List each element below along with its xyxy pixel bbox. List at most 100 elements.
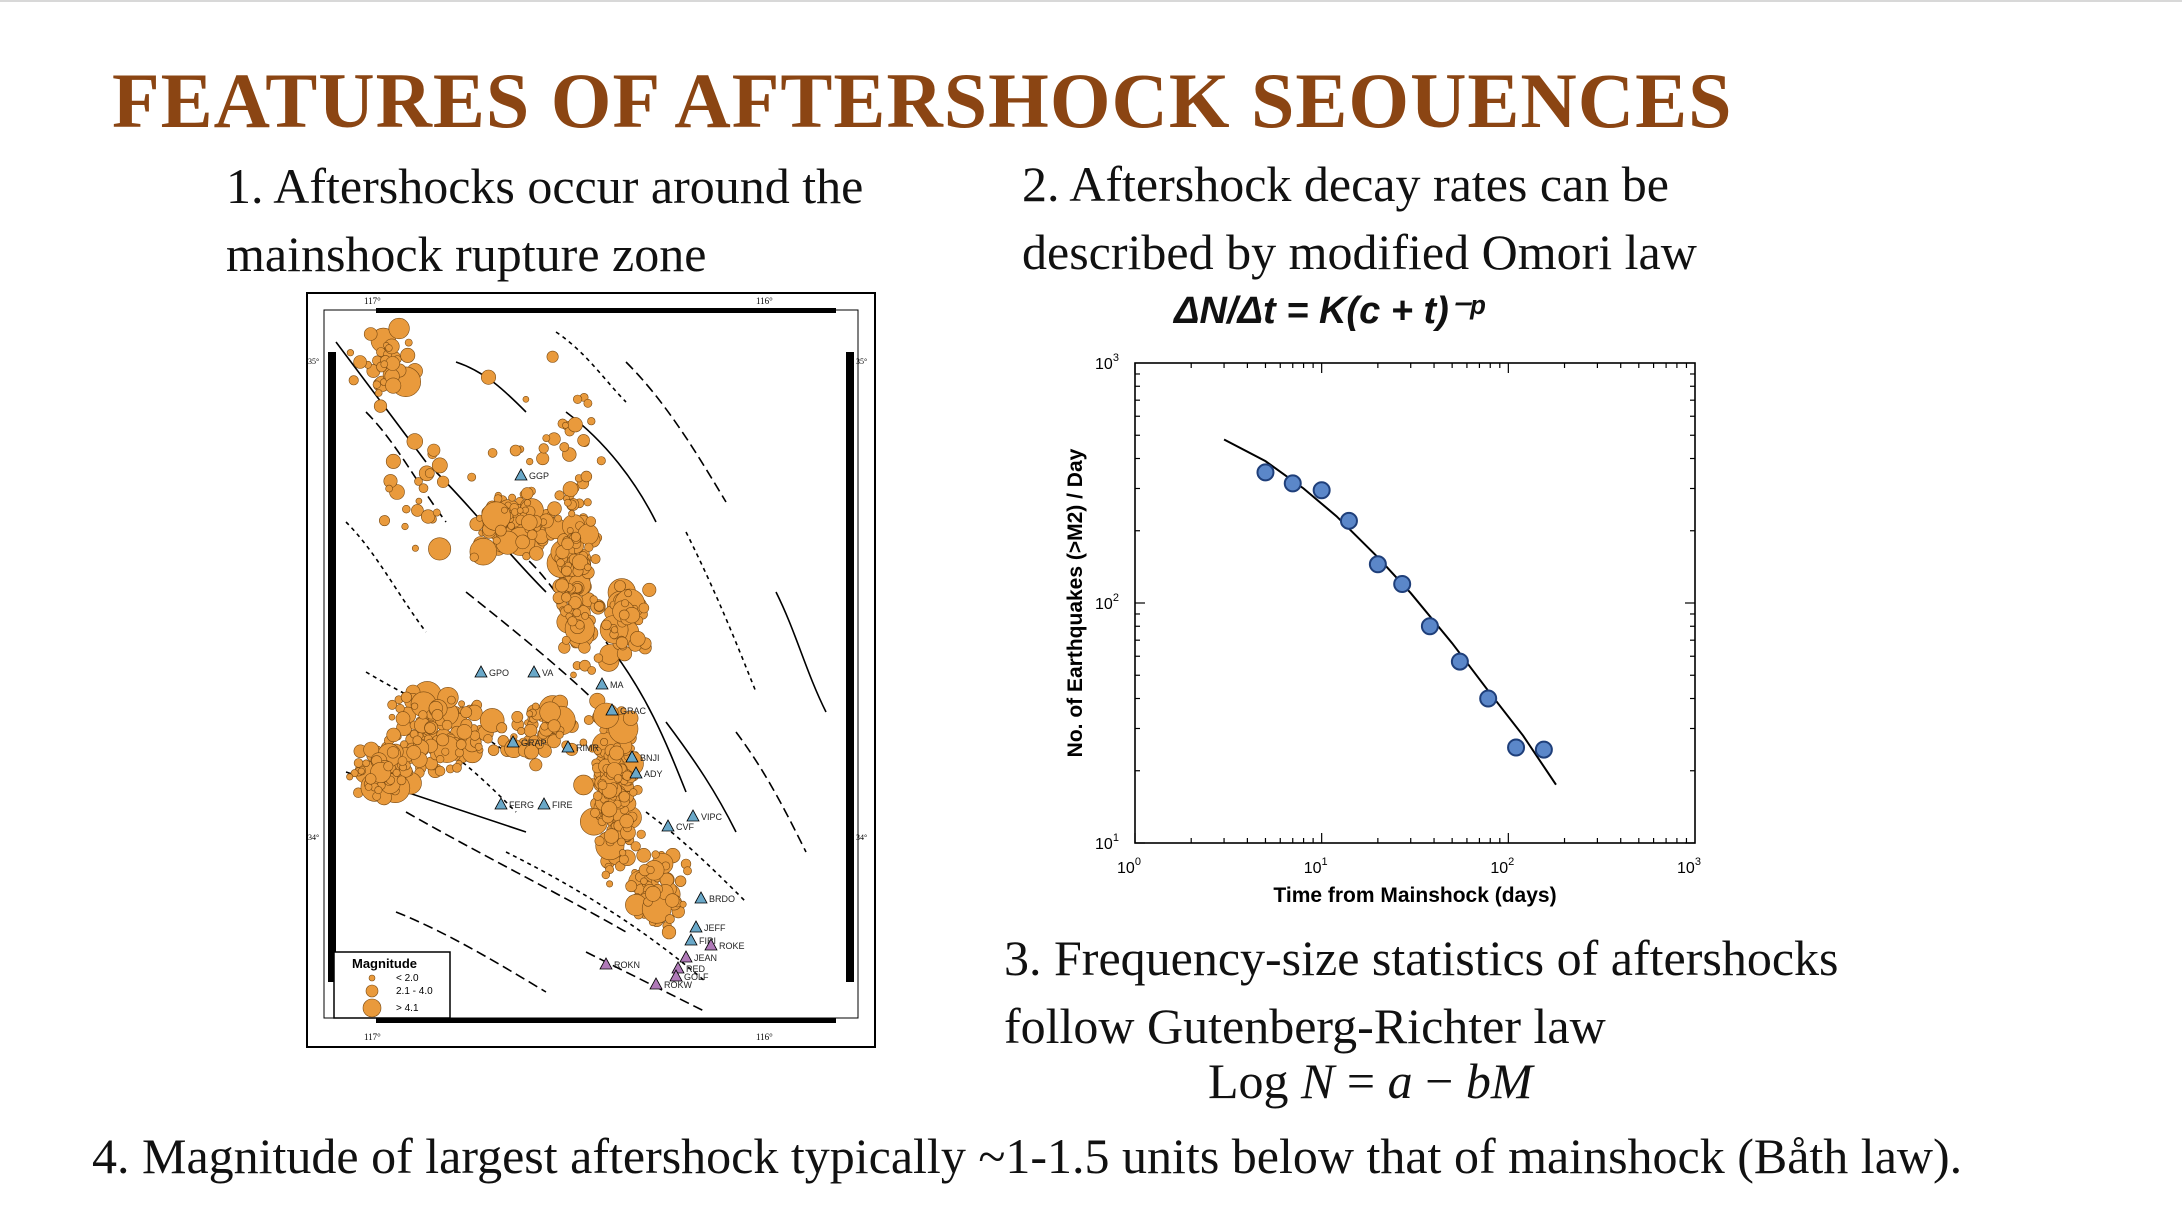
- aftershock-event: [562, 481, 579, 497]
- aftershock-event: [522, 396, 530, 403]
- aftershock-event: [531, 702, 540, 711]
- aftershock-event: [346, 773, 354, 781]
- station-label: ROKW: [664, 980, 693, 990]
- y-axis-label: No. of Earthquakes (>M2) / Day: [1064, 448, 1087, 757]
- fault-line: [625, 361, 727, 503]
- station-icon: [625, 750, 639, 763]
- gr-minus: −: [1412, 1053, 1466, 1109]
- aftershock-event: [577, 434, 590, 447]
- station-icon: [669, 969, 683, 982]
- data-point: [1256, 463, 1275, 482]
- aftershock-event: [554, 514, 562, 523]
- aftershock-event: [563, 498, 572, 507]
- data-points: [1256, 463, 1553, 759]
- y-tick-label-base: 10: [1095, 596, 1113, 613]
- x-tick-label-exp: 1: [1322, 856, 1328, 868]
- aftershock-event: [427, 443, 441, 457]
- aftershock-event: [447, 695, 456, 705]
- aftershock-event: [547, 719, 561, 733]
- aftershock-event: [379, 515, 391, 527]
- station-label: ADY: [644, 769, 663, 779]
- gr-n: N: [1301, 1053, 1335, 1109]
- y-tick-label: 101: [1095, 832, 1119, 853]
- aftershock-event: [418, 483, 429, 493]
- point-2-line-2: described by modified Omori law: [1022, 224, 1697, 280]
- aftershock-event: [590, 554, 601, 564]
- aftershock-event: [561, 565, 572, 577]
- aftershock-event: [508, 493, 516, 502]
- station-label: BRDO: [709, 894, 735, 904]
- aftershock-event: [664, 914, 675, 924]
- aftershock-event: [546, 734, 561, 749]
- aftershock-event: [554, 490, 565, 501]
- aftershock-event: [529, 546, 544, 561]
- aftershock-event: [601, 619, 612, 631]
- data-point: [1312, 481, 1331, 500]
- legend-item-2: 2.1 - 4.0: [396, 986, 433, 997]
- station-icon: [694, 891, 708, 904]
- aftershock-event: [411, 504, 424, 517]
- aftershock-event: [596, 456, 606, 466]
- x-tick-label: 103: [1677, 856, 1701, 877]
- station-icon: [661, 819, 675, 832]
- aftershock-event: [613, 774, 623, 783]
- aftershock-event: [452, 762, 462, 773]
- aftershock-event: [454, 748, 464, 758]
- aftershock-event: [414, 477, 423, 486]
- fault-line: [365, 411, 447, 523]
- station-icon: [704, 938, 718, 951]
- x-tick-label-base: 10: [1117, 860, 1135, 877]
- x-axis-label: Time from Mainshock (days): [1273, 884, 1556, 907]
- aftershock-event: [579, 738, 588, 747]
- data-point: [1507, 738, 1526, 757]
- aftershock-event: [620, 599, 629, 608]
- gr-eq: =: [1334, 1053, 1388, 1109]
- aftershock-event: [535, 740, 544, 749]
- aftershock-event: [665, 893, 680, 908]
- aftershock-event: [661, 925, 677, 940]
- aftershock-event: [481, 501, 511, 531]
- aftershock-event: [556, 558, 565, 567]
- aftershock-event: [432, 508, 441, 517]
- aftershock-event: [583, 715, 594, 725]
- aftershock-event: [496, 722, 508, 734]
- map-right-bar: [846, 352, 854, 982]
- map-top-bar: [376, 308, 836, 313]
- aftershock-event: [593, 791, 603, 801]
- fault-line: [665, 721, 737, 833]
- station-label: VIPC: [701, 812, 723, 822]
- station-label: GOLF: [684, 972, 709, 982]
- aftershock-event: [561, 592, 572, 603]
- aftershock-event: [587, 666, 597, 675]
- aftershock-event: [401, 522, 409, 531]
- fault-line: [465, 591, 607, 713]
- aftershock-event: [373, 399, 388, 413]
- aftershock-event: [581, 611, 589, 620]
- aftershock-event: [388, 713, 396, 721]
- aftershock-event: [572, 608, 582, 618]
- aftershock-event: [645, 885, 661, 902]
- station-icon: [686, 809, 700, 822]
- aftershock-event: [636, 829, 646, 839]
- point-4: 4. Magnitude of largest aftershock typic…: [92, 1128, 1963, 1184]
- legend-title: Magnitude: [352, 956, 417, 971]
- aftershock-event: [383, 761, 394, 772]
- aftershock-event: [458, 700, 465, 708]
- lon-label-116-bottom: 116°: [756, 1032, 773, 1042]
- aftershock-event: [570, 531, 581, 542]
- aftershock-event: [580, 470, 593, 483]
- y-tick-label-exp: 3: [1113, 352, 1119, 364]
- aftershock-event: [555, 730, 564, 739]
- aftershock-event: [536, 452, 550, 466]
- aftershock-event: [674, 875, 687, 887]
- station-label: VA: [542, 668, 553, 678]
- aftershock-event: [386, 746, 400, 759]
- point-1-line-2: mainshock rupture zone: [226, 226, 707, 282]
- station-icon: [629, 766, 643, 779]
- lat-label-35-right: 35°: [856, 357, 867, 366]
- aftershock-event: [441, 719, 453, 731]
- point-1: 1. Aftershocks occur around the mainshoc…: [226, 152, 863, 288]
- aftershock-event: [567, 417, 583, 433]
- aftershock-event: [404, 338, 413, 347]
